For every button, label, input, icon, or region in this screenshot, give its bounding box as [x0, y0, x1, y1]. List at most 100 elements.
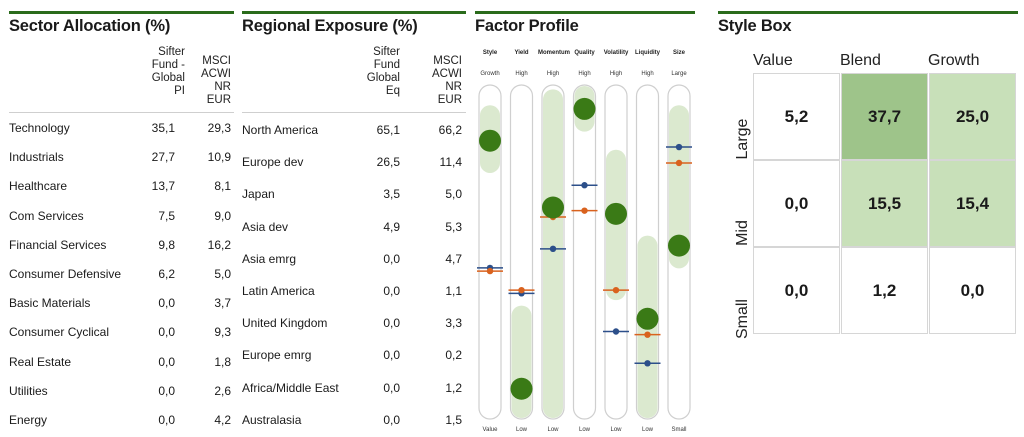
regional-fund-value: 4,9	[383, 219, 400, 234]
regional-fund-value: 0,0	[383, 412, 400, 427]
regional-row-label: Australasia	[242, 412, 302, 427]
sector-row: Technology 35,1 29,3	[9, 113, 234, 142]
factor-range-band	[669, 105, 689, 269]
regional-row: Europe dev 26,5 11,4	[242, 147, 466, 176]
sector-title-rule	[9, 11, 234, 14]
factor-column-yield	[508, 84, 535, 420]
sector-fund-value: 0,0	[158, 325, 175, 340]
factor-bottom-label: Small	[671, 427, 687, 433]
regional-fund-value: 0,0	[383, 284, 400, 298]
sector-col1-header: Sifter Fund - Global PI	[151, 46, 185, 97]
regional-row-label: Japan	[242, 187, 275, 202]
regional-exposure-panel: Regional Exposure (%) Sifter Fund Global…	[242, 0, 466, 437]
regional-row: Japan 3,5 5,0	[242, 179, 466, 208]
regional-fund-value: 65,1	[376, 123, 400, 137]
regional-row-label: Africa/Middle East	[242, 380, 339, 395]
regional-benchmark-value: 5,0	[445, 187, 462, 202]
sector-row: Energy 0,0 4,2	[9, 405, 234, 434]
sector-row-label: Financial Services	[9, 237, 107, 252]
factor-profile-panel: Factor Profile Style Growth Value Yield High…	[475, 0, 695, 437]
regional-benchmark-value: 3,3	[445, 316, 462, 331]
sector-col2-header: MSCI ACWI NR EUR	[200, 55, 231, 106]
regional-benchmark-value: 1,2	[445, 380, 462, 395]
factor-column-quality	[571, 84, 598, 420]
factor-bottom-label: Low	[610, 427, 622, 433]
sector-row-label: Consumer Defensive	[9, 267, 122, 281]
stylebox-cell-large-growth: 25,0	[929, 73, 1016, 160]
sector-row: Consumer Defensive 6,2 5,0	[9, 259, 234, 288]
stylebox-cell-mid-growth: 15,4	[929, 160, 1016, 247]
sector-row-label: Consumer Cyclical	[9, 325, 110, 340]
sector-fund-value: 6,2	[158, 267, 175, 281]
stylebox-cell-small-blend: 1,2	[841, 247, 928, 334]
factor-name: Yield	[514, 50, 529, 56]
factor-top-label: High	[578, 71, 591, 77]
factor-chart	[477, 84, 692, 420]
sector-row-label: Basic Materials	[9, 296, 91, 311]
regional-fund-value: 0,0	[383, 316, 400, 331]
factor-column-volatility	[603, 84, 629, 420]
factor-column-size	[666, 84, 692, 420]
sector-row: Utilities 0,0 2,6	[9, 376, 234, 405]
factor-top-label: High	[515, 71, 528, 77]
regional-benchmark-value: 1,5	[445, 412, 462, 427]
sector-benchmark-value: 3,7	[214, 296, 231, 311]
regional-row-label: Europe emrg	[242, 348, 312, 363]
sector-benchmark-value: 29,3	[207, 121, 231, 135]
stylebox-title-rule	[718, 11, 1018, 14]
fund-dot	[636, 307, 659, 330]
sector-fund-value: 35,1	[151, 121, 175, 135]
stylebox-cell-large-blend: 37,7	[841, 73, 928, 160]
factor-top-label: High	[546, 71, 560, 77]
stylebox-cell-small-growth: 0,0	[929, 247, 1016, 334]
sector-fund-value: 9,8	[158, 237, 175, 252]
regional-benchmark-value: 11,4	[439, 155, 462, 170]
regional-title-rule	[242, 11, 466, 14]
factor-bottom-label: Low	[547, 427, 559, 433]
sector-benchmark-value: 9,3	[214, 325, 231, 340]
sector-fund-value: 13,7	[151, 179, 175, 194]
stylebox-row-mid: Mid	[734, 220, 751, 246]
regional-fund-value: 3,5	[383, 187, 400, 202]
regional-col2-header: MSCI ACWI NR EUR	[431, 55, 462, 106]
benchmark-dot	[581, 182, 588, 189]
factor-bottom-label: Low	[515, 427, 527, 433]
sector-row-label: Real Estate	[9, 354, 72, 369]
stylebox-row-large: Large	[734, 118, 751, 160]
regional-benchmark-value: 5,3	[445, 219, 462, 234]
sector-benchmark-value: 1,8	[214, 354, 231, 369]
sector-fund-value: 0,0	[158, 354, 175, 369]
sector-row: Industrials 27,7 10,9	[9, 142, 234, 171]
regional-row-label: United Kingdom	[242, 316, 328, 331]
category-dot	[612, 286, 620, 294]
factor-title: Factor Profile	[475, 17, 579, 35]
factor-title-rule	[475, 11, 695, 14]
factor-range-band	[543, 89, 563, 419]
sector-benchmark-value: 9,0	[214, 208, 231, 223]
sector-row-label: Com Services	[9, 208, 84, 223]
factor-top-label: Large	[671, 71, 687, 77]
sector-row-label: Technology	[9, 121, 70, 135]
sector-benchmark-value: 8,1	[214, 179, 231, 194]
regional-row: Australasia 0,0 1,5	[242, 405, 466, 434]
factor-top-label: Growth	[480, 71, 500, 77]
regional-row-label: Latin America	[242, 284, 315, 298]
regional-header-divider	[242, 112, 466, 113]
benchmark-dot	[612, 328, 620, 335]
factor-range-band	[511, 305, 532, 418]
benchmark-dot	[675, 143, 683, 151]
sector-row: Consumer Cyclical 0,0 9,3	[9, 317, 234, 346]
regional-row-label: North America	[242, 123, 319, 137]
fund-dot	[542, 196, 564, 219]
category-dot	[644, 331, 651, 338]
regional-row: Latin America 0,0 1,1	[242, 276, 466, 305]
factor-name: Quality	[574, 50, 595, 56]
regional-benchmark-value: 1,1	[445, 284, 462, 298]
sector-fund-value: 0,0	[158, 413, 175, 427]
sector-row: Financial Services 9,8 16,2	[9, 230, 234, 259]
factor-column-style	[477, 84, 503, 420]
category-dot	[581, 207, 588, 214]
regional-row-label: Asia emrg	[242, 251, 297, 266]
category-dot	[486, 267, 494, 275]
style-box-panel: Style Box Value Blend Growth Large Mid S…	[718, 0, 1018, 437]
